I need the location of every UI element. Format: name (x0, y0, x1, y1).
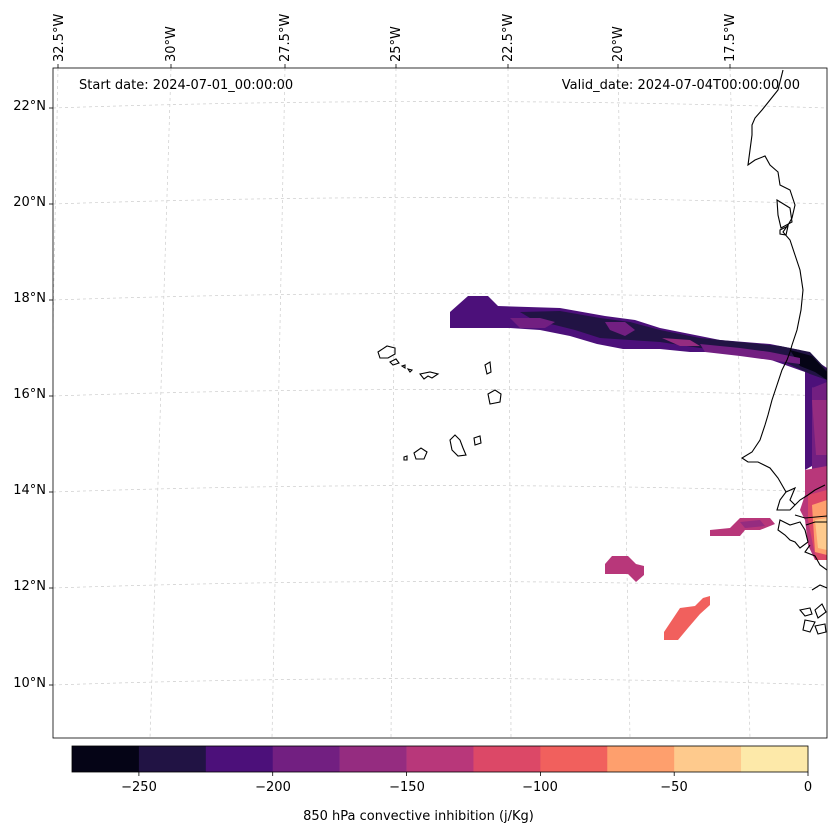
cin-patch-east (710, 518, 775, 536)
island-maio (473, 435, 482, 446)
colorbar-cell (205, 746, 274, 772)
colorbar-cell (607, 746, 675, 772)
lon-label-25w: 25°W (389, 26, 404, 62)
lon-label-30w: 30°W (164, 26, 179, 62)
cin-band-north-mid2 (605, 322, 635, 336)
cin-band-north-dark (790, 350, 827, 380)
island-brava (403, 455, 408, 461)
lon-label-27-5w: 27.5°W (278, 13, 293, 62)
lat-label-22n: 22°N (13, 99, 46, 114)
colorbar-frame (71, 745, 809, 773)
cin-coastal-strip-2 (812, 400, 827, 455)
lat-label-14n: 14°N (13, 483, 46, 498)
colorbar-cell (741, 746, 809, 772)
start-date-label: Start date: 2024-07-01_00:00:00 (79, 78, 294, 93)
lon-label-22-5w: 22.5°W (501, 13, 516, 62)
colorbar-cell (72, 746, 140, 772)
cin-band-north-mid1 (510, 318, 555, 328)
colorbar-cell (674, 746, 742, 772)
lon-ticks (57, 64, 731, 68)
lat-label-10n: 10°N (13, 676, 46, 691)
lat-label-18n: 18°N (13, 291, 46, 306)
colorbar-cell (138, 746, 207, 772)
africa-coastline (740, 69, 826, 511)
colorbar-cell (339, 746, 407, 772)
colorbar-ticks (138, 772, 809, 776)
lat-label-20n: 20°N (13, 195, 46, 210)
cin-patch-east-core (740, 520, 765, 528)
island-sal (484, 361, 492, 375)
island-santo-antao (377, 345, 396, 359)
colorbar-tick-m150: −150 (389, 780, 425, 795)
colorbar-cell (473, 746, 541, 772)
lon-label-17-5w: 17.5°W (723, 13, 738, 62)
colorbar-cell (406, 746, 474, 772)
colorbar (72, 746, 809, 772)
island-santiago (449, 434, 467, 457)
lat-label-16n: 16°N (13, 387, 46, 402)
colorbar-cell (540, 746, 608, 772)
colorbar-tick-m200: −200 (255, 780, 291, 795)
cin-patch-mid (605, 556, 644, 582)
cin-band-north (450, 296, 827, 470)
map-frame (52, 67, 828, 739)
island-sao-vicente (389, 358, 400, 366)
cin-band-north-mid3 (700, 344, 800, 364)
coastlines (377, 69, 827, 635)
cin-contours (450, 296, 827, 640)
cin-band-north-mid4 (662, 338, 700, 346)
cin-gambia-region-4 (815, 518, 827, 550)
colorbar-tick-m250: −250 (121, 780, 157, 795)
colorbar-cell (272, 746, 340, 772)
colorbar-title: 850 hPa convective inhibition (j/Kg) (303, 809, 534, 824)
lon-label-32-5w: 32.5°W (52, 13, 67, 62)
island-sao-nicolau (419, 371, 440, 380)
island-boa-vista (487, 389, 502, 405)
cin-band-north-core (520, 311, 827, 380)
colorbar-tick-m100: −100 (522, 780, 558, 795)
cin-patch-south (664, 596, 710, 640)
lon-label-20w: 20°W (611, 26, 626, 62)
map-gridlines (53, 68, 827, 738)
lat-ticks (49, 107, 53, 686)
colorbar-tick-0: 0 (803, 780, 813, 795)
island-fogo (413, 447, 428, 460)
valid-date-label: Valid_date: 2024-07-04T00:00:00.00 (561, 78, 800, 93)
colorbar-tick-m50: −50 (660, 780, 688, 795)
lat-label-12n: 12°N (13, 579, 46, 594)
